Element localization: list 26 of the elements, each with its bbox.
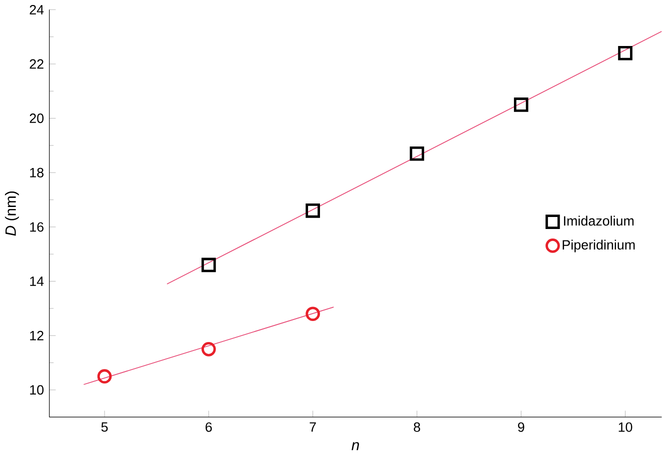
- point: [202, 342, 216, 356]
- legend-label: Imidazolium: [564, 216, 634, 226]
- point: [306, 306, 320, 321]
- y-tick-label: 18: [30, 168, 44, 178]
- point: [97, 369, 112, 384]
- x-axis-title: n: [352, 442, 360, 450]
- legend-label: Piperidinium: [562, 240, 635, 252]
- point: [514, 98, 528, 112]
- y-axis-title: D (nm): [4, 191, 19, 236]
- x-tick-label: 9: [518, 422, 524, 432]
- point: [410, 146, 424, 161]
- x-tick-label: 8: [414, 422, 420, 432]
- x-tick-label: 7: [310, 422, 316, 432]
- point: [306, 203, 320, 218]
- point: [618, 46, 632, 60]
- y-tick-label: 22: [30, 59, 44, 69]
- x-tick-label: 6: [206, 422, 212, 432]
- x-tick-label: 5: [101, 422, 108, 432]
- point: [202, 258, 216, 272]
- y-tick-label: 16: [30, 222, 44, 232]
- y-tick-label: 10: [30, 385, 44, 395]
- y-tick-label: 20: [30, 113, 44, 124]
- y-tick-label: 14: [30, 276, 44, 286]
- x-tick-label: 10: [618, 422, 632, 432]
- y-tick-label: 24: [30, 4, 44, 14]
- y-tick-label: 12: [30, 330, 44, 340]
